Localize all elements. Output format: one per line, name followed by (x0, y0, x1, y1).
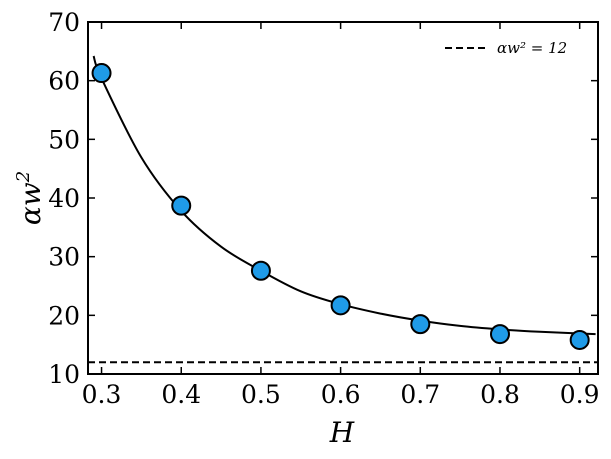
y-tick-label: 60 (48, 67, 80, 96)
y-tick-label: 30 (48, 243, 80, 272)
y-tick-label: 20 (48, 301, 80, 330)
data-point (410, 314, 431, 335)
fit-curve (92, 55, 596, 336)
x-tick-label: 0.5 (241, 380, 281, 409)
x-axis-label: H (329, 416, 355, 449)
plot-area (88, 55, 598, 364)
plot-clip-group (88, 55, 598, 364)
x-tick-label: 0.3 (82, 380, 122, 409)
data-point (569, 329, 590, 350)
x-tick-label: 0.9 (560, 380, 600, 409)
legend: αw² = 12 (445, 39, 567, 57)
x-tick-label: 0.4 (161, 380, 201, 409)
axes-border (87, 21, 599, 375)
y-tick-label: 40 (48, 184, 80, 213)
x-tick-label: 0.7 (400, 380, 440, 409)
y-tick-label: 50 (48, 125, 80, 154)
x-tick-label: 0.6 (321, 380, 361, 409)
legend-label: αw² = 12 (497, 39, 567, 57)
y-axis-label-exponent: 2 (13, 171, 34, 183)
data-point (330, 295, 351, 316)
axes-ticks: 0.3 0.4 0.5 0.6 0.7 0.8 0.9 10 20 30 40 50 60 70 (48, 8, 599, 409)
axes-frame (87, 21, 599, 375)
data-point (489, 324, 510, 345)
y-tick-label: 70 (48, 8, 80, 37)
y-tick-label: 10 (48, 360, 80, 389)
svg-text:αw2: αw2 (13, 171, 47, 225)
y-axis-label: αw2 (13, 171, 47, 225)
x-tick-label: 0.8 (480, 380, 520, 409)
data-point (171, 195, 192, 216)
data-point (250, 260, 271, 281)
data-point (91, 63, 112, 84)
